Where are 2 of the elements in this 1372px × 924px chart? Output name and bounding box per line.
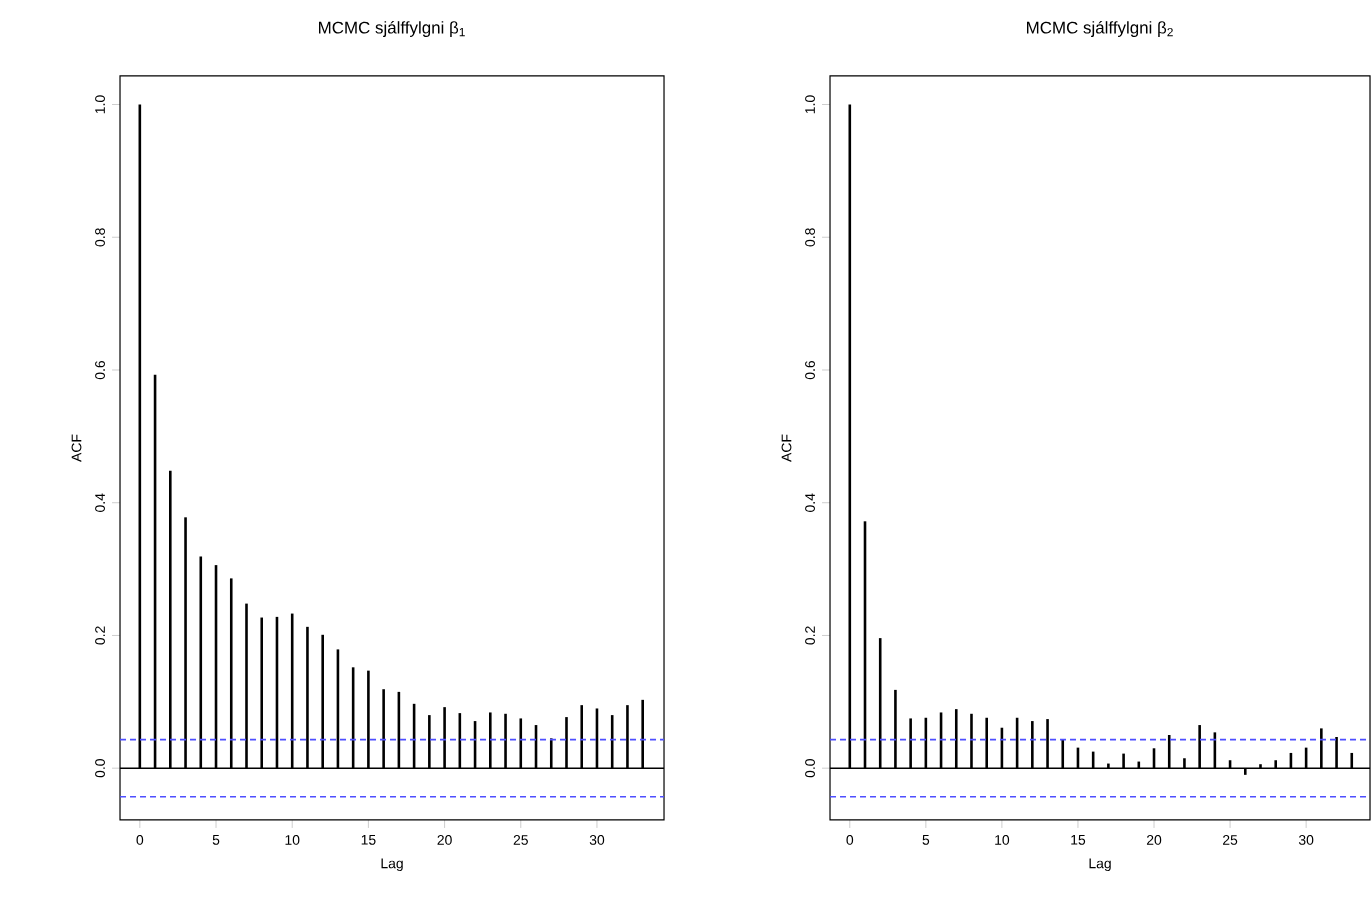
chart-title: MCMC sjálffylgni β$_{2}$	[1027, 20, 1173, 37]
chart-title: MCMC sjálffylgni β$_{1}$	[319, 20, 465, 37]
